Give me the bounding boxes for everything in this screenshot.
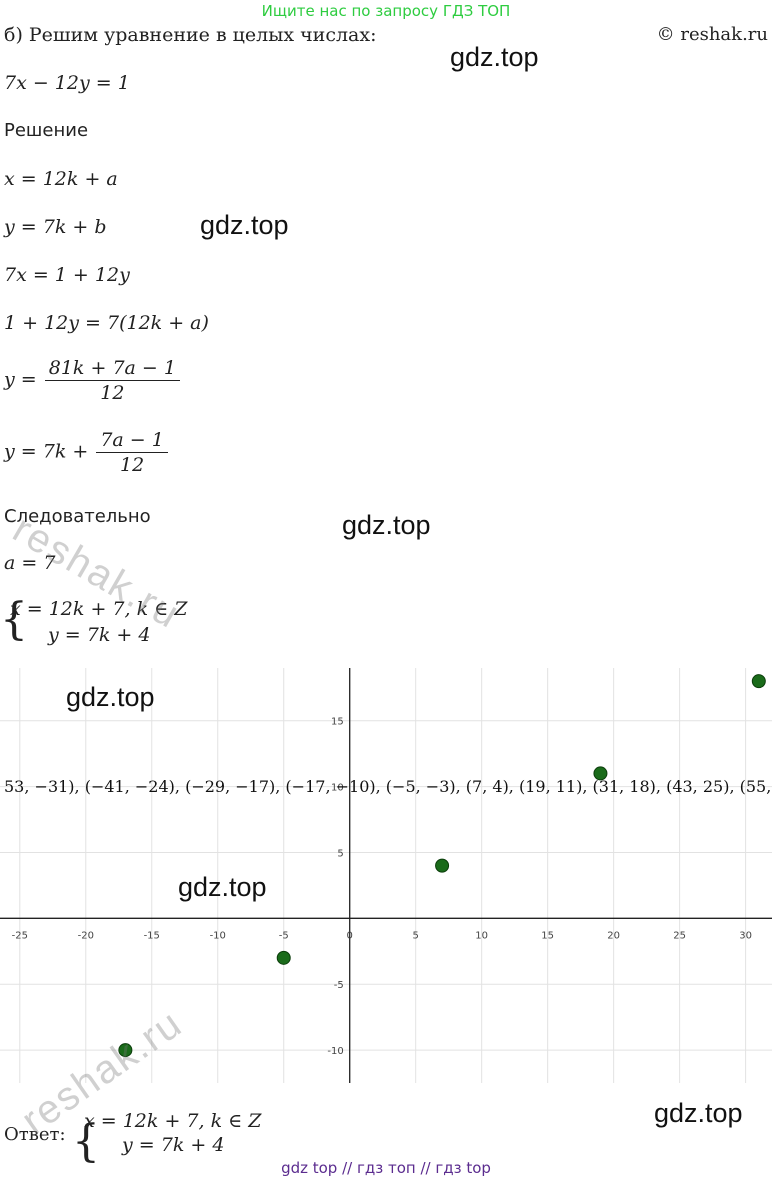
y-tick-label: 5 [337,848,343,859]
step-2: y = 7k + b [4,216,107,238]
conclusion-label: Следовательно [4,506,151,527]
answer-brace: { [72,1116,100,1167]
step-6: y = 7k + 7a − 1 12 [4,428,170,477]
system-line-2: y = 7k + 4 [48,624,151,646]
x-tick-label: 20 [607,930,620,941]
x-tick-label: -25 [12,930,28,941]
system-line-1: x = 12k + 7, k ∈ Z [10,598,188,620]
data-point [435,858,450,873]
y-tick-label: 15 [331,717,344,728]
task-heading: б) Решим уравнение в целых числах: [4,24,377,46]
step-5-lhs: y = [4,368,37,391]
step-5: y = 81k + 7a − 1 12 [4,356,182,405]
step-5-fraction: 81k + 7a − 1 12 [44,356,180,405]
step-6-lhs: y = 7k + [4,440,89,463]
watermark-5: gdz.top [178,872,267,902]
solution-label: Решение [4,120,89,141]
equation: 7x − 12y = 1 [4,72,130,94]
watermark-3: gdz.top [342,510,431,540]
x-tick-label: 15 [541,930,554,941]
data-points [118,674,766,1058]
x-tick-label: 5 [413,930,419,941]
data-point [118,1043,133,1058]
step-6-fraction: 7a − 1 12 [96,428,168,477]
watermark-1: gdz.top [450,42,539,72]
data-point [593,766,608,781]
points-label: 53, −31), (−41, −24), (−29, −17), (−17, … [4,777,772,796]
answer-line-1: x = 12k + 7, k ∈ Z [84,1110,262,1132]
step-6-numerator: 7a − 1 [96,428,168,453]
y-tick-label: -10 [327,1046,343,1057]
step-5-denominator: 12 [100,382,125,404]
top-banner[interactable]: Ищите нас по запросу ГДЗ ТОП [261,2,511,20]
x-tick-label: 10 [475,930,488,941]
data-point [751,674,766,689]
step-3: 7x = 1 + 12y [4,264,130,286]
x-tick-label: -15 [144,930,160,941]
system-brace: { [0,594,28,645]
answer-line-2: y = 7k + 4 [122,1134,225,1156]
copyright-text: © reshak.ru [656,24,768,45]
watermark-4: gdz.top [66,682,155,712]
x-tick-label: -20 [78,930,94,941]
y-tick-label: 10 [331,783,344,794]
x-tick-label: 0 [347,930,353,941]
x-tick-label: 30 [739,930,752,941]
watermark-6: gdz.top [654,1098,743,1128]
x-tick-label: -10 [210,930,226,941]
answer-label: Ответ: [4,1124,66,1145]
tick-labels: -25 -20 -15 -10 -5 0 5 10 15 20 25 30 15 10 5 -5 -10 [12,717,752,1057]
grid-lines [0,668,772,1083]
footer-links[interactable]: gdz top // гдз топ // гдз top [281,1159,491,1177]
axes [0,668,772,1083]
step-5-numerator: 81k + 7a − 1 [44,356,180,381]
y-tick-label: -5 [334,980,344,991]
solution-graph: -25 -20 -15 -10 -5 0 5 10 15 20 25 30 15 10 5 -5 -10 53,… [0,668,772,1083]
x-tick-label: -5 [279,930,289,941]
a-value: a = 7 [4,552,56,574]
watermark-2: gdz.top [200,210,289,240]
step-6-denominator: 12 [120,454,145,476]
step-1: x = 12k + a [4,168,118,190]
step-4: 1 + 12y = 7(12k + a) [4,312,209,334]
data-point [276,950,291,965]
x-tick-label: 25 [673,930,686,941]
